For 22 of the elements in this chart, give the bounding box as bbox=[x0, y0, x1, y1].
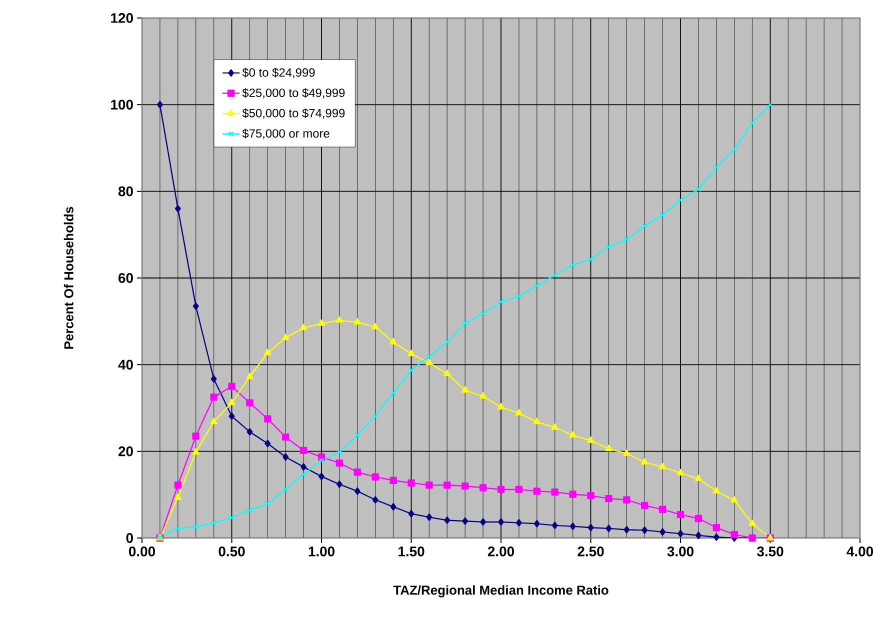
y-tick-label: 120 bbox=[111, 13, 133, 23]
y-tick-label: 80 bbox=[118, 186, 133, 196]
x-tick-label: 3.50 bbox=[756, 546, 784, 556]
x-axis-title: TAZ/Regional Median Income Ratio bbox=[393, 585, 608, 598]
x-tick-label: 2.00 bbox=[488, 546, 514, 556]
legend-label: $75,000 or more bbox=[242, 128, 330, 140]
x-tick-label: 2.50 bbox=[578, 546, 604, 556]
y-tick-label: 40 bbox=[118, 360, 133, 370]
legend-label: $0 to $24,999 bbox=[242, 68, 315, 78]
x-tick-label: 4.00 bbox=[846, 546, 874, 556]
y-tick-label: 100 bbox=[111, 100, 133, 110]
x-tick-label: 0.00 bbox=[128, 546, 156, 556]
x-tick-label: 1.00 bbox=[308, 546, 335, 556]
y-tick-label: 60 bbox=[118, 273, 133, 283]
y-axis-title: Percent Of Households bbox=[64, 206, 74, 349]
y-tick-label: 0 bbox=[126, 533, 133, 543]
legend-label: $25,000 to $49,999 bbox=[242, 88, 345, 98]
x-tick-label: 0.50 bbox=[218, 546, 245, 556]
legend-label: $50,000 to $74,999 bbox=[242, 108, 345, 119]
x-tick-label: 3.00 bbox=[667, 546, 694, 556]
y-tick-label: 20 bbox=[118, 446, 133, 456]
x-tick-label: 1.50 bbox=[398, 546, 424, 556]
